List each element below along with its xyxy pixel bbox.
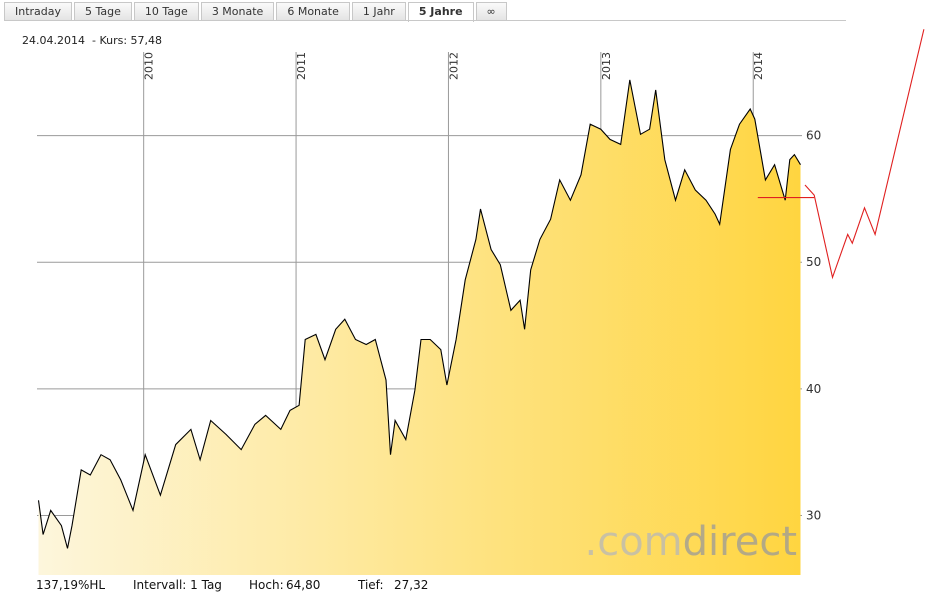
x-tick-label: 2013 [600,52,613,80]
footer-low: 27,32 [394,578,429,592]
footer-high-label: Hoch: [249,578,284,592]
watermark: .comdirect [584,519,797,565]
x-tick-label: 2010 [143,52,156,80]
y-tick-label: 30 [806,508,821,522]
tab[interactable]: ∞ [475,2,507,20]
plot-area [37,52,802,575]
footer: 137,19%HL Intervall: 1 Tag Hoch: 64,80 T… [36,578,428,592]
tab[interactable]: 5 Tage [74,2,132,20]
watermark-prefix: .com [584,519,682,565]
tab[interactable]: 6 Monate [276,2,350,20]
quote-header: 24.04.2014 - Kurs: 57,48 [22,34,162,47]
price-area [38,79,801,575]
x-tick-label: 2014 [752,52,765,80]
tab[interactable]: Intraday [4,2,73,20]
y-tick-label: 50 [806,255,821,269]
footer-high: 64,80 [286,578,321,592]
overlay-line [804,29,925,280]
tab[interactable]: 5 Jahre [407,2,474,22]
footer-low-label: Tief: [358,578,384,592]
tab[interactable]: 3 Monate [200,2,275,20]
footer-change: 137,19%HL [36,578,106,592]
tab-bar: Intraday 5 Tage 10 Tage 3 Monate 6 Monate 1 J… [4,2,507,22]
x-tick-label: 2012 [447,52,460,80]
tab[interactable]: 10 Tage [133,2,199,20]
watermark-brand: direct [683,519,797,565]
footer-interval: Intervall: 1 Tag [133,578,222,592]
quote-price: - Kurs: 57,48 [91,34,163,47]
tab[interactable]: 1 Jahr [351,2,406,20]
y-tick-label: 60 [806,129,821,143]
price-line [37,79,801,549]
x-tick-label: 2011 [295,52,308,80]
tab-divider [4,20,846,21]
quote-date: 24.04.2014 [22,34,85,47]
y-tick-label: 40 [806,382,821,396]
